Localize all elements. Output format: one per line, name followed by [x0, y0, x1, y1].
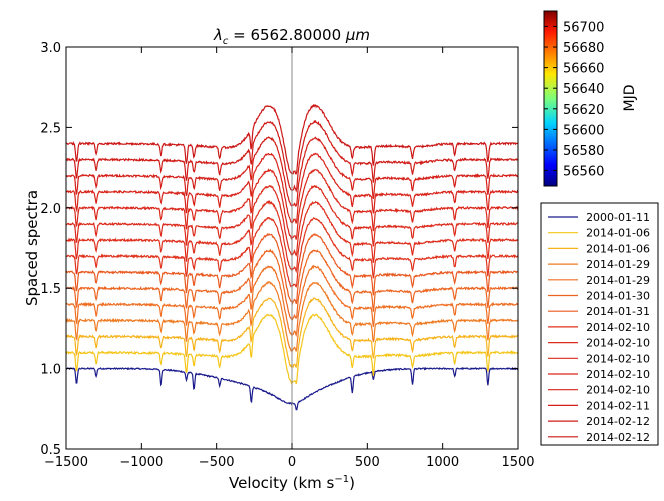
legend-label: 2014-02-10 — [586, 368, 650, 381]
legend-label: 2014-02-12 — [586, 415, 650, 428]
y-tick-label: 1.0 — [40, 363, 61, 378]
y-tick-label: 1.5 — [40, 282, 61, 297]
title-lambda: λ — [213, 26, 223, 44]
x-axis-label-text: Velocity (km s — [229, 474, 335, 492]
legend-label: 2014-01-06 — [586, 242, 650, 255]
legend-label: 2014-02-10 — [586, 384, 650, 397]
y-tick-label: 3.0 — [40, 41, 61, 56]
legend-label: 2014-01-30 — [586, 290, 650, 303]
x-axis-label-sup: −1 — [334, 474, 349, 485]
colorbar-tick-label: 56560 — [563, 165, 604, 180]
colorbar-ticks: 56560 56580 56600 56620 56640 56660 56680 56700 — [544, 20, 604, 180]
legend-label: 2000-01-11 — [586, 211, 650, 224]
legend-label: 2014-02-10 — [586, 337, 650, 350]
colorbar-tick-label: 56580 — [563, 144, 604, 159]
x-tick-label: 500 — [355, 455, 380, 470]
title-value: = 6562.80000 — [228, 26, 346, 44]
legend-label: 2014-01-29 — [586, 274, 650, 287]
colorbar-tick-label: 56620 — [563, 103, 604, 118]
y-axis-label: Spaced spectra — [23, 190, 41, 306]
colorbar-tick-label: 56640 — [563, 82, 604, 97]
legend-box — [540, 202, 659, 446]
title-subscript: c — [223, 36, 229, 47]
x-tick-label: −1000 — [119, 455, 163, 470]
y-tick-label: 2.0 — [40, 202, 61, 217]
x-tick-label: −1500 — [44, 455, 88, 470]
tick-layer: −1500 −1000 −500 0 500 1000 1500 0.5 1.0 1.5 2.0 2.… — [40, 41, 534, 470]
x-tick-label: 1000 — [426, 455, 459, 470]
legend-label: 2014-01-06 — [586, 227, 650, 240]
x-tick-label: −500 — [199, 455, 235, 470]
x-axis-label-end: ) — [349, 474, 355, 492]
title-unit: μm — [345, 26, 370, 44]
legend-label: 2014-02-11 — [586, 399, 650, 412]
legend-label: 2014-01-29 — [586, 258, 650, 271]
legend-label: 2014-01-31 — [586, 305, 650, 318]
legend-label: 2014-02-10 — [586, 321, 650, 334]
x-tick-label: 1500 — [501, 455, 534, 470]
colorbar-label: MJD — [622, 85, 638, 112]
colorbar — [543, 10, 558, 187]
colorbar-tick-label: 56700 — [563, 20, 604, 35]
x-tick-label: 0 — [288, 455, 296, 470]
colorbar-tick-label: 56600 — [563, 123, 604, 138]
x-axis-label: Velocity (km s−1) — [229, 474, 355, 492]
y-tick-label: 0.5 — [40, 443, 61, 458]
legend-items: 2000-01-11 2014-01-06 2014-01-06 2014-01-29… — [548, 211, 650, 444]
legend-label: 2014-02-12 — [586, 431, 650, 444]
legend: 2000-01-11 2014-01-06 2014-01-06 2014-01-29… — [540, 202, 659, 446]
colorbar-tick-label: 56680 — [563, 41, 604, 56]
y-tick-label: 2.5 — [40, 121, 61, 136]
legend-label: 2014-02-10 — [586, 352, 650, 365]
colorbar-tick-label: 56660 — [563, 62, 604, 77]
chart-title: λc = 6562.80000 μm — [213, 26, 370, 47]
